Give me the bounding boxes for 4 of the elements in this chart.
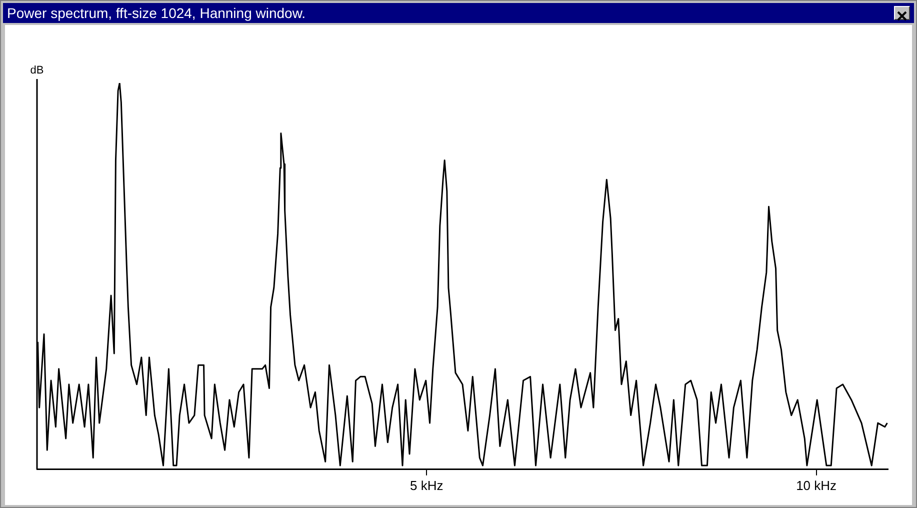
x-tick-label: 5 kHz (410, 478, 444, 493)
y-axis-title: dB (30, 64, 44, 77)
x-tick-label: 10 kHz (796, 478, 837, 493)
chart-title: Power spectrum, fft-size 1024, Hanning window. (6, 5, 306, 21)
